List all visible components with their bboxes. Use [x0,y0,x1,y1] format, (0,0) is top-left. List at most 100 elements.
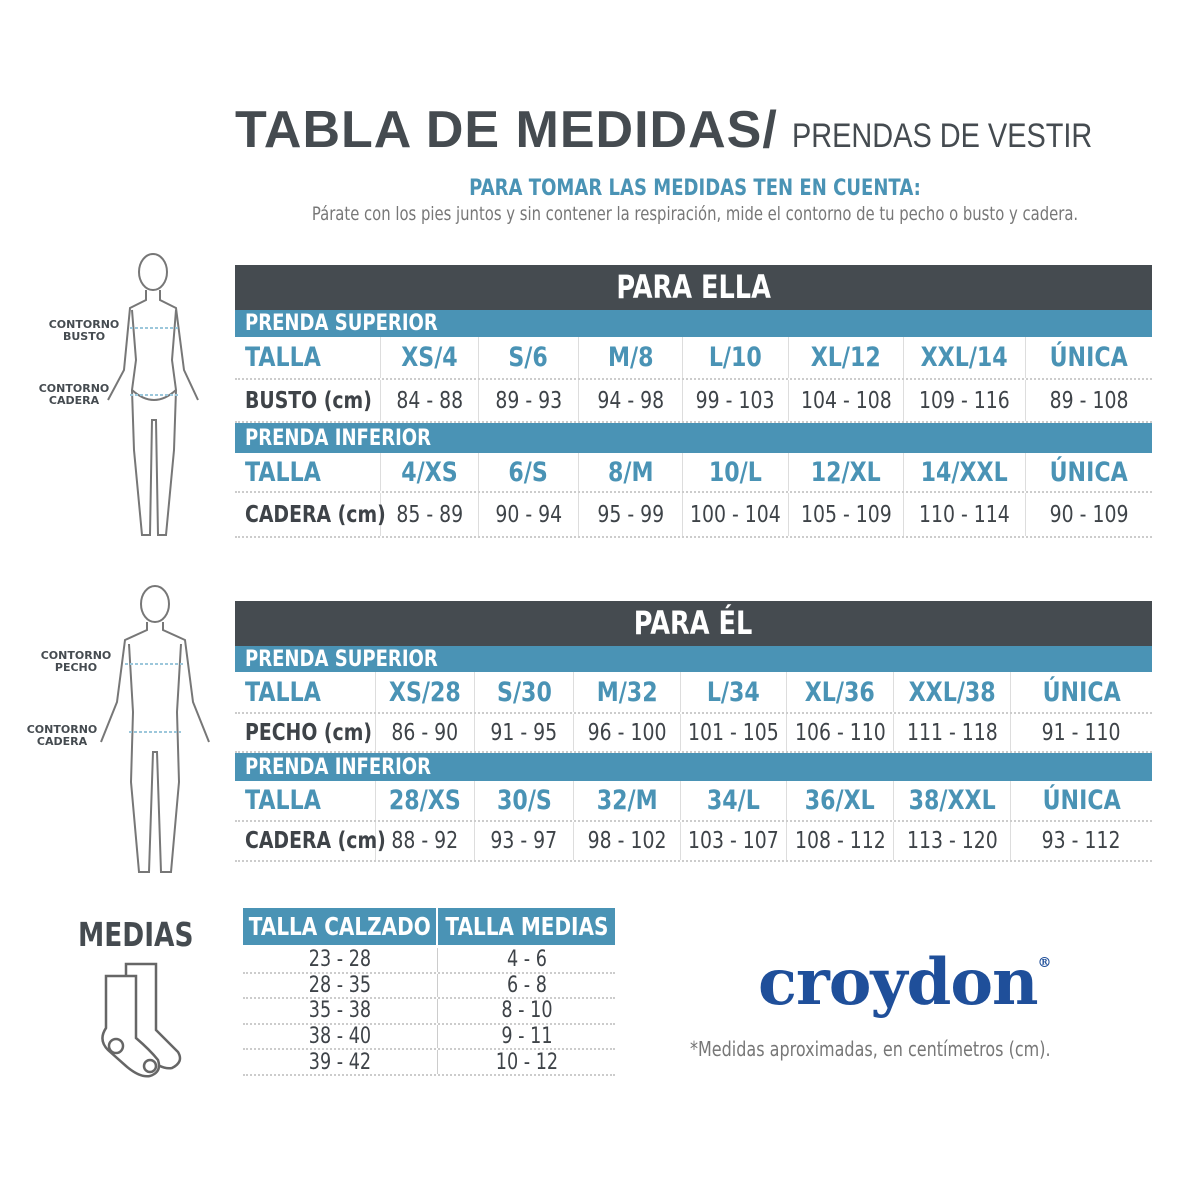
table-cell: 104 - 108 [788,380,903,421]
talla-row: TALLA XS/28 S/30 M/32 L/34 XL/36 XXL/38 ÚNICA [235,672,1152,714]
cell-text: 84 - 88 [396,387,463,414]
table-cell: 38/XXL [893,781,1010,820]
table-cell: M/32 [573,672,680,712]
table-cell: 28/XS [375,781,474,820]
table-cell: 36/XL [786,781,893,820]
table-cell: 89 - 93 [478,380,578,421]
row-label: BUSTO (cm) [235,380,380,421]
row-label: TALLA [235,672,375,712]
table-cell: 86 - 90 [375,714,474,751]
cell-text: 8/M [607,456,654,488]
table-para-ella: PARA ELLA PRENDA SUPERIOR TALLA XS/4 S/6 M/… [235,265,1152,538]
cell-text: 14/XXL [920,456,1009,488]
table-cell: 88 - 92 [375,822,474,860]
cell-text: ÚNICA [1049,456,1129,488]
table-cell: 98 - 102 [573,822,680,860]
talla-calzado-cell: 38 - 40 [243,1024,438,1049]
table-cell: ÚNICA [1025,453,1152,491]
cadera-row: CADERA (cm) 88 - 92 93 - 97 98 - 102 103 - 1… [235,822,1152,862]
table-cell: 94 - 98 [578,380,682,421]
cell-text: 94 - 98 [597,387,664,414]
cell-text: 90 - 109 [1049,501,1129,528]
table-cell: XXL/14 [903,337,1025,378]
talla-calzado-cell: 39 - 42 [243,1050,438,1075]
cell-text: 32/M [596,785,658,816]
table-cell: ÚNICA [1010,672,1152,712]
cell-text: L/10 [708,342,762,373]
table-cell: 14/XXL [903,453,1025,491]
cell-text: 8 - 10 [500,998,553,1024]
cell-text: TALLA [245,785,321,816]
cell-text: 89 - 108 [1049,387,1129,414]
socks-icon [101,962,182,1078]
cell-text: 106 - 110 [794,719,886,746]
cell-text: 108 - 112 [794,828,886,854]
female-body-figure [107,253,199,536]
cadera-row: CADERA (cm) 85 - 89 90 - 94 95 - 99 100 - 10… [235,493,1152,538]
cell-text: 12/XL [810,456,882,488]
cell-text: 104 - 108 [800,387,892,414]
row-label: CADERA (cm) [235,822,386,860]
table-cell: 91 - 110 [1010,714,1152,751]
cell-text: M/32 [596,676,658,708]
cell-text: 28 - 35 [308,972,372,998]
cell-text: 93 - 112 [1042,828,1121,854]
talla-medias-cell: 8 - 10 [438,998,615,1024]
busto-row: BUSTO (cm) 84 - 88 89 - 93 94 - 98 99 - 103 1… [235,380,1152,423]
medias-header-row: TALLA CALZADO TALLA MEDIAS [243,908,615,945]
medias-row: 23 - 28 4 - 6 [243,947,615,974]
section-prenda-superior: PRENDA SUPERIOR [235,646,1152,672]
table-cell: 103 - 107 [680,822,786,860]
table-cell: 84 - 88 [380,380,478,421]
medias-row: 38 - 40 9 - 11 [243,1024,615,1051]
section-label: PRENDA SUPERIOR [245,646,438,672]
row-label: PECHO (cm) [235,714,375,751]
cell-text: XXL/38 [908,676,996,708]
cell-text: 36/XL [804,785,876,816]
cell-text: 10 - 12 [495,1049,558,1075]
table-cell: 90 - 94 [478,493,578,536]
cell-text: 89 - 93 [495,387,562,414]
cell-text: 96 - 100 [587,719,667,746]
croydon-logo: croydon® [758,945,1052,1020]
cell-text: 93 - 97 [490,828,558,854]
talla-row: TALLA 28/XS 30/S 32/M 34/L 36/XL 38/XXL ÚNICA [235,781,1152,822]
cell-text: 99 - 103 [696,387,775,414]
cell-text: TALLA [245,456,321,488]
cell-text: 35 - 38 [308,998,372,1024]
cell-text: XS/4 [401,342,458,373]
table-cell: M/8 [578,337,682,378]
cell-text: 9 - 11 [500,1024,553,1050]
talla-calzado-cell: 28 - 35 [243,972,438,998]
cell-text: 38/XXL [908,785,996,816]
medias-title: MEDIAS [78,915,194,954]
section-prenda-inferior: PRENDA INFERIOR [235,753,1152,781]
table-cell: 6/S [478,453,578,491]
table-cell: 12/XL [788,453,903,491]
cell-text: 91 - 110 [1042,719,1121,746]
talla-calzado-cell: 23 - 28 [243,947,438,972]
table-cell: L/34 [680,672,786,712]
cell-text: 109 - 116 [919,387,1010,414]
cell-text: XXL/14 [920,342,1009,373]
cell-text: XS/28 [389,676,461,708]
header-talla-medias: TALLA MEDIAS [438,908,615,945]
talla-medias-cell: 4 - 6 [438,947,615,972]
table-cell: 105 - 109 [788,493,903,536]
table-cell: 93 - 112 [1010,822,1152,860]
cell-text: 88 - 92 [391,828,459,854]
cell-text: 86 - 90 [391,719,459,746]
table-cell: 91 - 95 [474,714,573,751]
cell-text: XL/36 [804,676,876,708]
cell-text: 105 - 109 [800,501,892,528]
hint-text: Párate con los pies juntos y sin contene… [311,203,1079,225]
cell-text: CADERA (cm) [245,828,386,854]
section-prenda-superior: PRENDA SUPERIOR [235,310,1152,337]
table-cell: 108 - 112 [786,822,893,860]
cell-text: ÚNICA [1042,785,1121,816]
talla-medias-cell: 10 - 12 [438,1049,615,1075]
page-title: TABLA DE MEDIDAS/PRENDAS DE VESTIR [235,100,1145,160]
cell-text: 6 - 8 [506,972,547,998]
table-cell: XL/36 [786,672,893,712]
section-label: PRENDA SUPERIOR [245,311,438,336]
